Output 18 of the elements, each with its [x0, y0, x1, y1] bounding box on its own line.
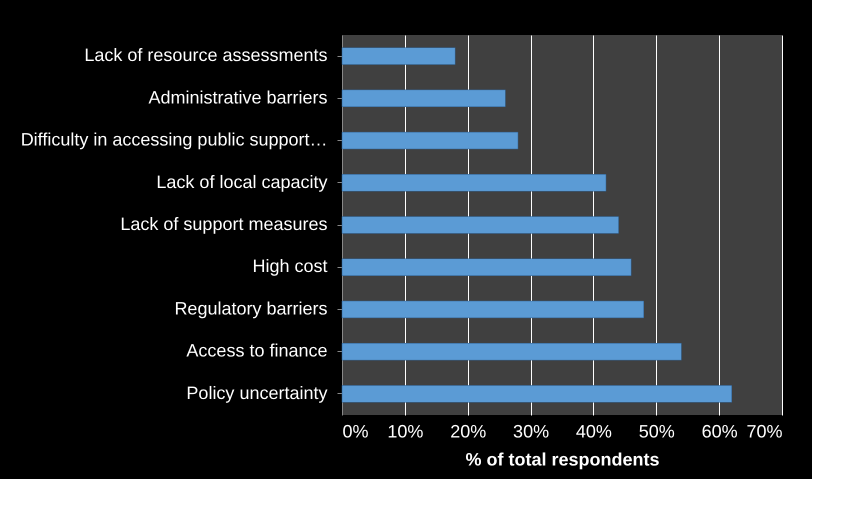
- y-tick-label: Regulatory barriers: [174, 298, 328, 318]
- y-tick-label: High cost: [252, 256, 328, 276]
- y-tick-label: Policy uncertainty: [186, 382, 328, 403]
- y-tick-label: Lack of support measures: [120, 214, 328, 234]
- x-tick-label: 70%: [746, 422, 782, 442]
- y-tick-label: Access to finance: [186, 340, 328, 361]
- x-tick-label: 20%: [450, 422, 486, 442]
- y-tick-label: Lack of resource assessments: [84, 45, 328, 66]
- x-tick-label: 0%: [342, 422, 369, 442]
- x-axis-title: % of total respondents: [465, 450, 660, 470]
- y-tick-label: Difficulty in accessing public support…: [20, 130, 328, 150]
- y-tick-label: Administrative barriers: [148, 87, 328, 108]
- x-tick-label: 50%: [638, 422, 675, 442]
- x-tick-label: 60%: [702, 422, 738, 442]
- x-tick-label: 40%: [576, 422, 612, 442]
- y-tick-label: Lack of local capacity: [156, 172, 328, 192]
- x-tick-label: 30%: [513, 422, 550, 442]
- x-tick-label: 10%: [387, 422, 424, 442]
